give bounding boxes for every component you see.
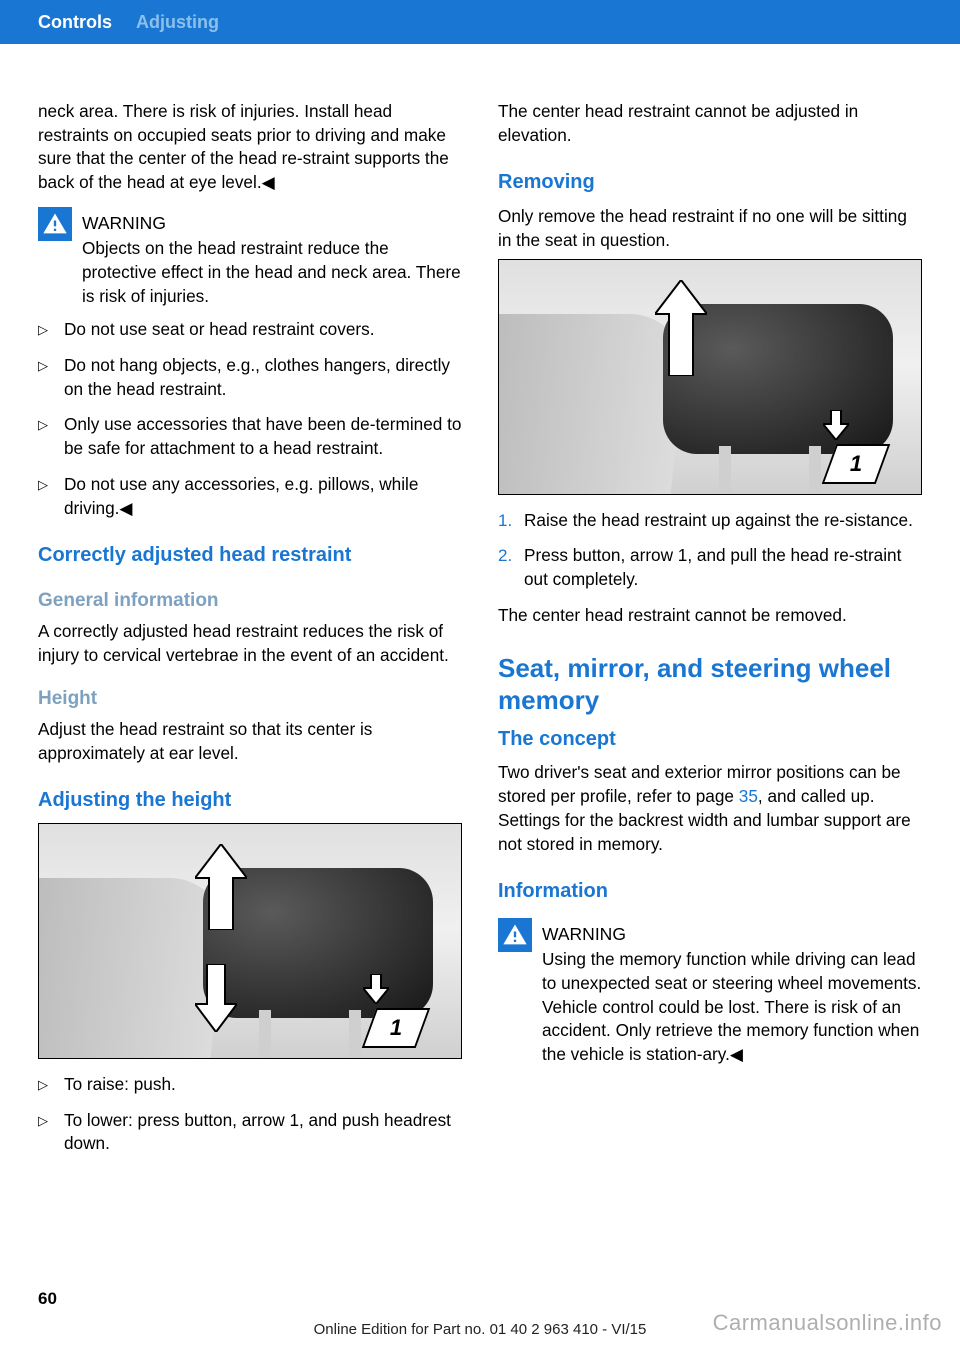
arrow-down-small-icon — [363, 974, 389, 1004]
intro-paragraph: neck area. There is risk of injuries. In… — [38, 100, 462, 195]
figure-adjust-height: 1 — [38, 823, 462, 1059]
header-bar: Controls Adjusting — [0, 0, 960, 44]
bullet-marker: ▷ — [38, 1109, 64, 1156]
warning-bullets: ▷Do not use seat or head restraint cover… — [38, 318, 462, 520]
paragraph-center2: The center head restraint cannot be remo… — [498, 604, 922, 628]
bullet-marker: ▷ — [38, 413, 64, 460]
warning-body: Using the memory function while driving … — [542, 948, 922, 1067]
left-column: neck area. There is risk of injuries. In… — [38, 100, 462, 1168]
heading-memory: Seat, mirror, and steering wheel memory — [498, 653, 922, 715]
paragraph-removing: Only remove the head restraint if no one… — [498, 205, 922, 252]
paragraph-general: A correctly adjusted head restraint redu… — [38, 620, 462, 667]
page-reference[interactable]: 35 — [739, 786, 758, 806]
page-number: 60 — [38, 1289, 922, 1309]
bullet-text: Do not hang objects, e.g., clothes hange… — [64, 354, 462, 401]
watermark: Carmanualsonline.info — [713, 1310, 942, 1336]
step-number: 2. — [498, 544, 524, 591]
paragraph-concept: Two driver's seat and exterior mirror po… — [498, 761, 922, 856]
heading-adjusting: Adjusting the height — [38, 787, 462, 815]
heading-information: Information — [498, 878, 922, 906]
arrow-down-small-icon — [823, 410, 849, 440]
step-text: Press button, arrow 1, and pull the head… — [524, 544, 922, 591]
warning-title: WARNING — [82, 207, 462, 235]
heading-general: General information — [38, 588, 462, 614]
tab-controls: Controls — [38, 12, 112, 33]
right-column: The center head restraint cannot be adju… — [498, 100, 922, 1168]
bullet-marker: ▷ — [38, 473, 64, 520]
warning-icon — [498, 918, 532, 952]
heading-correct: Correctly adjusted head restraint — [38, 542, 462, 570]
warning-icon — [38, 207, 72, 241]
warning-block-2: WARNING Using the memory function while … — [498, 918, 922, 1067]
page-body: neck area. There is risk of injuries. In… — [0, 44, 960, 1168]
arrow-down-icon — [195, 964, 237, 1032]
paragraph-center: The center head restraint cannot be adju… — [498, 100, 922, 147]
step-text: Raise the head restraint up against the … — [524, 509, 913, 533]
bullet-text: Only use accessories that have been de‐t… — [64, 413, 462, 460]
bullet-text: Do not use seat or head restraint covers… — [64, 318, 375, 342]
warning-title: WARNING — [542, 918, 922, 946]
heading-concept: The concept — [498, 726, 922, 754]
bullet-text: To raise: push. — [64, 1073, 176, 1097]
bullet-text: Do not use any accessories, e.g. pillows… — [64, 473, 462, 520]
tab-adjusting: Adjusting — [136, 12, 219, 33]
arrow-up-icon — [655, 280, 707, 376]
figure-removing: 1 — [498, 259, 922, 495]
step-number: 1. — [498, 509, 524, 533]
adjust-bullets: ▷To raise: push. ▷To lower: press button… — [38, 1073, 462, 1156]
bullet-text: To lower: press button, arrow 1, and pus… — [64, 1109, 462, 1156]
bullet-marker: ▷ — [38, 354, 64, 401]
remove-steps: 1.Raise the head restraint up against th… — [498, 509, 922, 592]
warning-lead: Objects on the head restraint reduce the… — [82, 237, 462, 308]
heading-height: Height — [38, 686, 462, 712]
bullet-marker: ▷ — [38, 318, 64, 342]
heading-removing: Removing — [498, 169, 922, 197]
bullet-marker: ▷ — [38, 1073, 64, 1097]
warning-block-1: WARNING Objects on the head restraint re… — [38, 207, 462, 520]
paragraph-height: Adjust the head restraint so that its ce… — [38, 718, 462, 765]
arrow-up-icon — [195, 844, 247, 930]
